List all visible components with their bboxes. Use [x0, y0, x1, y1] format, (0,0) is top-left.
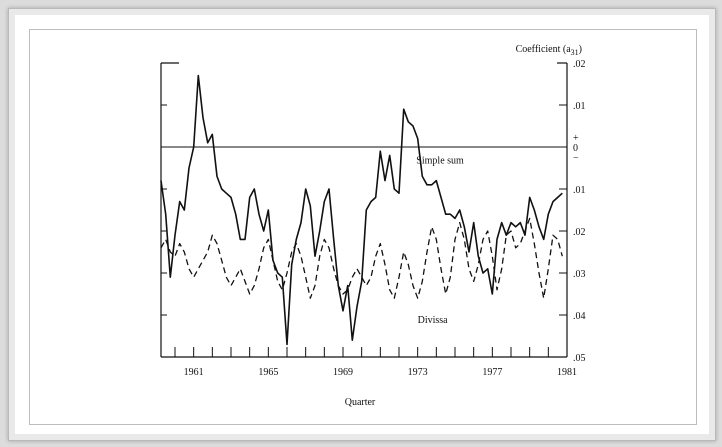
- figure-panel: 1961 1965 1969 1973 1977 1981 .02.01 +0− .01.02…: [29, 29, 697, 425]
- y-tick-label: .02: [573, 227, 586, 238]
- series-layer: [160, 74, 563, 346]
- annotation-divissa: Divissa: [418, 315, 449, 326]
- x-tick-label-1969: 1969: [333, 367, 353, 378]
- y-tick-label: .03: [573, 269, 586, 280]
- y-tick-label: .02: [573, 59, 586, 70]
- y-axis-title: Coefficient (a31): [516, 44, 582, 57]
- annotation-simple-sum: Simple sum: [416, 156, 464, 167]
- y-tick-label: .05: [573, 353, 586, 364]
- y-tick-label: .04: [573, 311, 586, 322]
- series-line-divissa: [160, 217, 563, 299]
- image-frame: 1961 1965 1969 1973 1977 1981 .02.01 +0− .01.02…: [8, 8, 716, 441]
- x-tick-label-1965: 1965: [258, 367, 278, 378]
- x-axis-title: Quarter: [345, 397, 376, 408]
- x-tick-label-1973: 1973: [408, 367, 428, 378]
- x-tick-label-1977: 1977: [482, 367, 502, 378]
- x-axis-ticks: 1961 1965 1969 1973 1977 1981: [174, 347, 577, 378]
- chart-axes: [160, 62, 568, 358]
- y-axis-title-close: ): [579, 44, 582, 55]
- y-axis-title-subscript: 31: [571, 48, 579, 57]
- y-axis-ticks: .02 .01 +0− .01 .02 .03 .04 .05: [161, 59, 586, 364]
- y-tick-label: +: [573, 133, 579, 144]
- y-tick-label: .01: [573, 101, 586, 112]
- series-line-simple-sum: [160, 74, 563, 346]
- chart-annotations: Simple sum Divissa: [416, 156, 464, 327]
- coefficient-chart: 1961 1965 1969 1973 1977 1981 .02.01+0−.01.02…: [160, 44, 586, 408]
- y-axis-title-main: Coefficient (a: [516, 44, 572, 55]
- x-tick-label-1961: 1961: [184, 367, 204, 378]
- x-tick-label-1981: 1981: [557, 367, 577, 378]
- y-tick-label: −: [573, 153, 579, 164]
- y-tick-label: .01: [573, 185, 586, 196]
- y-tick-label: 0: [573, 143, 578, 154]
